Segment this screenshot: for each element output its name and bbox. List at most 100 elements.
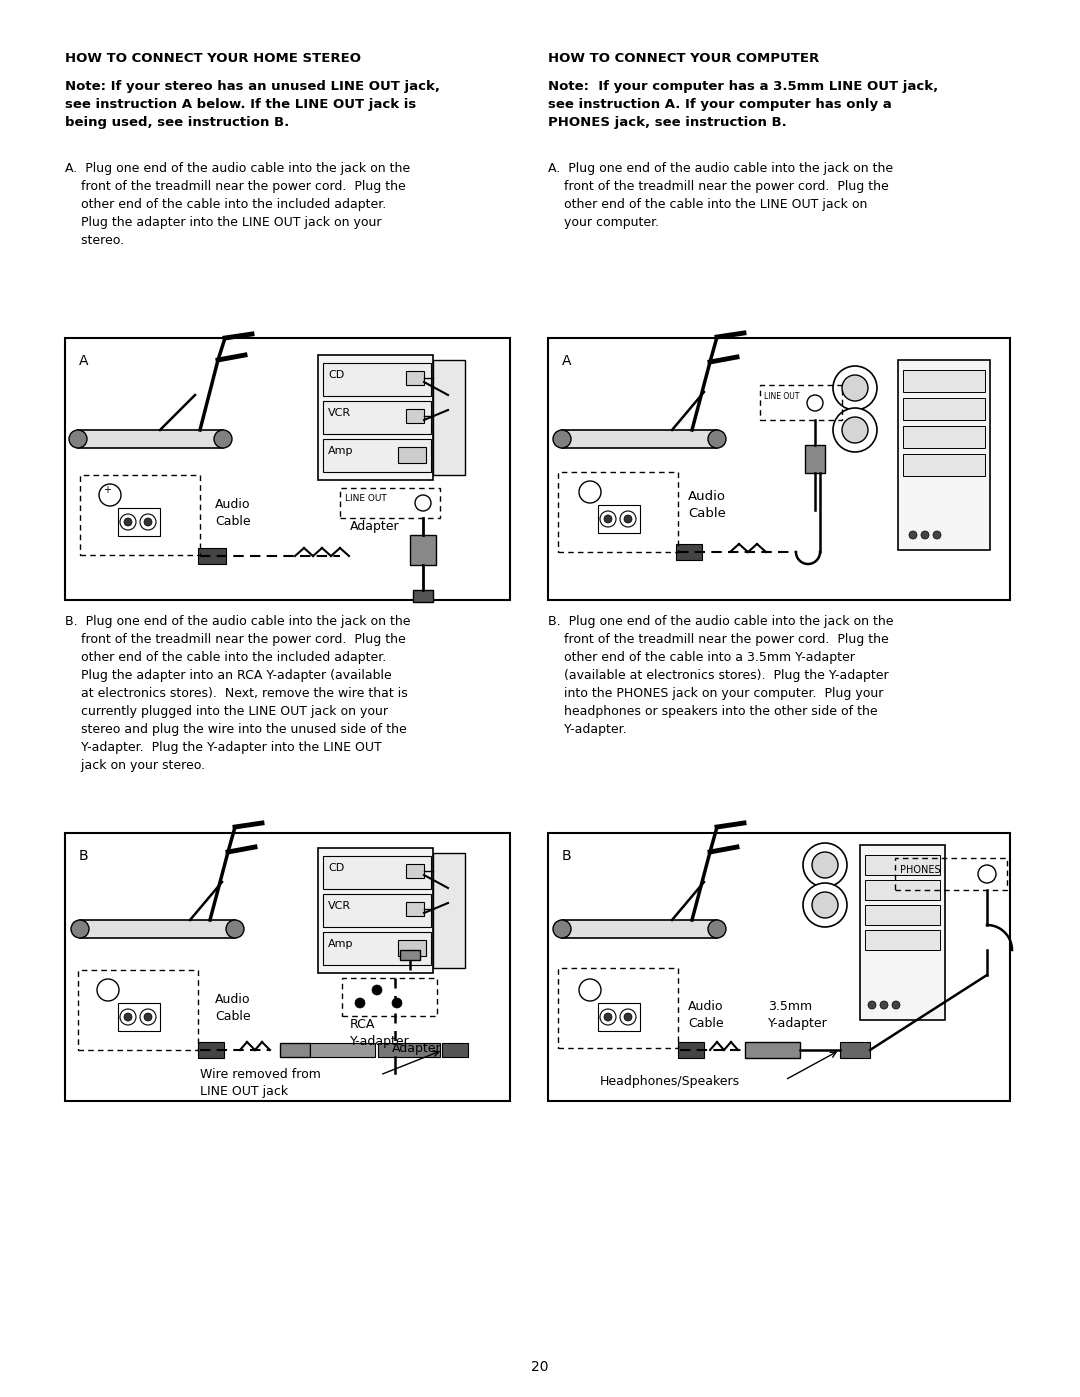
Circle shape: [833, 366, 877, 409]
Circle shape: [144, 1013, 152, 1021]
Bar: [760, 386, 842, 420]
Circle shape: [842, 374, 868, 401]
Bar: [865, 930, 940, 950]
Bar: [318, 355, 433, 481]
Bar: [65, 833, 510, 1101]
Bar: [895, 858, 1007, 890]
Text: RCA
Y-adapter: RCA Y-adapter: [350, 1018, 409, 1048]
Circle shape: [600, 511, 616, 527]
Bar: [558, 968, 678, 1048]
Text: PHONES: PHONES: [900, 865, 941, 875]
Circle shape: [804, 842, 847, 887]
Bar: [562, 921, 717, 937]
Bar: [548, 833, 1010, 1101]
Bar: [323, 363, 431, 395]
Circle shape: [708, 921, 726, 937]
Text: Adapter: Adapter: [392, 1042, 442, 1055]
Text: A.  Plug one end of the audio cable into the jack on the
    front of the treadm: A. Plug one end of the audio cable into …: [548, 162, 893, 229]
Bar: [323, 894, 431, 928]
Bar: [865, 905, 940, 925]
Bar: [903, 370, 985, 393]
Text: A: A: [562, 353, 571, 367]
Bar: [903, 454, 985, 476]
Bar: [323, 401, 431, 434]
Circle shape: [553, 430, 571, 448]
Text: Amp: Amp: [328, 446, 353, 455]
Bar: [198, 548, 226, 564]
Bar: [897, 360, 990, 550]
Text: A.  Plug one end of the audio cable into the jack on the
    front of the treadm: A. Plug one end of the audio cable into …: [65, 162, 410, 247]
Circle shape: [921, 531, 929, 539]
Text: Note: If your stereo has an unused LINE OUT jack,
see instruction A below. If th: Note: If your stereo has an unused LINE …: [65, 80, 440, 129]
Text: LINE OUT: LINE OUT: [345, 495, 387, 503]
Circle shape: [868, 1002, 876, 1009]
Bar: [80, 921, 235, 937]
Bar: [65, 338, 510, 599]
Bar: [323, 439, 431, 472]
Bar: [805, 446, 825, 474]
Text: HOW TO CONNECT YOUR COMPUTER: HOW TO CONNECT YOUR COMPUTER: [548, 52, 820, 66]
Circle shape: [69, 430, 87, 448]
Bar: [558, 472, 678, 552]
Circle shape: [604, 1013, 612, 1021]
Text: Audio
Cable: Audio Cable: [688, 1000, 724, 1030]
Text: B.  Plug one end of the audio cable into the jack on the
    front of the treadm: B. Plug one end of the audio cable into …: [65, 615, 410, 773]
Bar: [745, 1042, 800, 1058]
Circle shape: [579, 481, 600, 503]
Text: B.  Plug one end of the audio cable into the jack on the
    front of the treadm: B. Plug one end of the audio cable into …: [548, 615, 893, 736]
Bar: [840, 1042, 870, 1058]
Text: HOW TO CONNECT YOUR HOME STEREO: HOW TO CONNECT YOUR HOME STEREO: [65, 52, 361, 66]
Bar: [399, 940, 426, 956]
Text: Note:  If your computer has a 3.5mm LINE OUT jack,
see instruction A. If your co: Note: If your computer has a 3.5mm LINE …: [548, 80, 939, 129]
Bar: [118, 509, 160, 536]
Text: B: B: [562, 849, 571, 863]
Bar: [410, 535, 436, 564]
Circle shape: [97, 979, 119, 1002]
Circle shape: [140, 514, 156, 529]
Text: Adapter: Adapter: [350, 520, 400, 534]
Circle shape: [140, 1009, 156, 1025]
Text: Amp: Amp: [328, 939, 353, 949]
Circle shape: [604, 515, 612, 522]
Text: VCR: VCR: [328, 408, 351, 418]
Bar: [903, 398, 985, 420]
Text: +: +: [103, 485, 111, 495]
Bar: [340, 488, 440, 518]
Circle shape: [708, 430, 726, 448]
Bar: [118, 1003, 160, 1031]
Bar: [318, 848, 433, 972]
Bar: [442, 1044, 468, 1058]
Bar: [860, 845, 945, 1020]
Circle shape: [892, 1002, 900, 1009]
Circle shape: [120, 514, 136, 529]
Circle shape: [909, 531, 917, 539]
Text: 20: 20: [531, 1361, 549, 1375]
Circle shape: [99, 483, 121, 506]
Text: CD: CD: [328, 863, 345, 873]
Text: A: A: [79, 353, 89, 367]
Circle shape: [812, 852, 838, 877]
Bar: [406, 863, 424, 877]
Bar: [598, 504, 640, 534]
Bar: [413, 590, 433, 602]
Bar: [562, 430, 717, 448]
Bar: [198, 1042, 224, 1058]
Circle shape: [120, 1009, 136, 1025]
Circle shape: [620, 511, 636, 527]
Circle shape: [553, 921, 571, 937]
Bar: [548, 338, 1010, 599]
Bar: [280, 1044, 310, 1058]
Bar: [400, 950, 420, 960]
Text: Wire removed from
LINE OUT jack: Wire removed from LINE OUT jack: [200, 1067, 321, 1098]
Bar: [865, 855, 940, 875]
Bar: [433, 360, 465, 475]
Circle shape: [124, 1013, 132, 1021]
Bar: [865, 880, 940, 900]
Bar: [406, 409, 424, 423]
Bar: [903, 426, 985, 448]
Bar: [678, 1042, 704, 1058]
Circle shape: [226, 921, 244, 937]
Circle shape: [579, 979, 600, 1002]
Text: Audio
Cable: Audio Cable: [215, 993, 251, 1023]
Circle shape: [624, 515, 632, 522]
